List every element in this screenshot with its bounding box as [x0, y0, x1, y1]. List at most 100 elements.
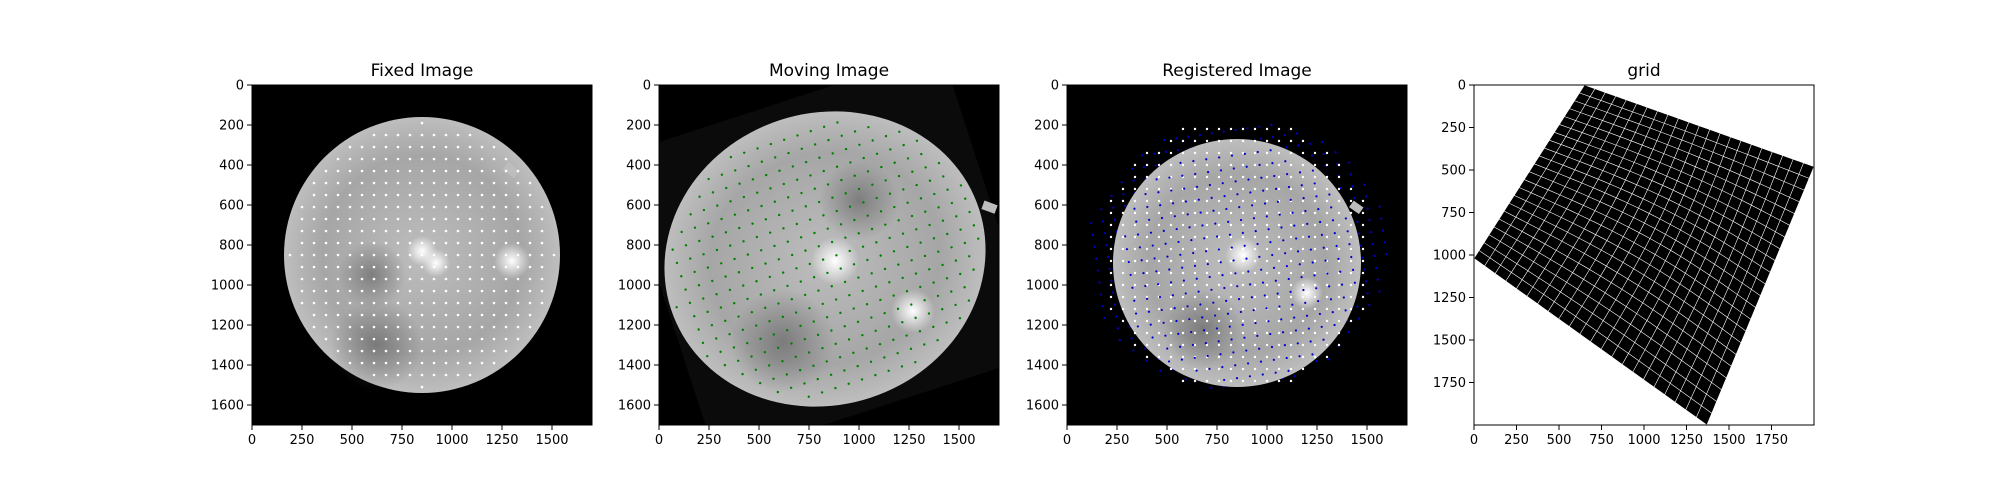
- landmark-dot: [936, 338, 939, 342]
- landmark-dot: [492, 145, 496, 149]
- landmark-dot: [372, 241, 376, 245]
- landmark-dot-fixed: [1289, 295, 1293, 299]
- landmark-dot-fixed: [1253, 223, 1257, 227]
- landmark-dot: [444, 193, 448, 197]
- landmark-dot: [336, 265, 340, 269]
- landmark-dot: [884, 134, 888, 138]
- landmark-dot-moving: [1322, 152, 1325, 156]
- landmark-dot: [750, 355, 753, 358]
- landmark-dot: [288, 253, 292, 257]
- landmark-dot: [312, 181, 316, 185]
- landmark-dot: [861, 245, 865, 248]
- landmark-dot-moving: [1234, 128, 1237, 132]
- landmark-dot-moving: [1197, 290, 1200, 293]
- grid-line: [1664, 151, 1773, 395]
- landmark-dot: [516, 217, 520, 221]
- landmark-dot: [809, 174, 812, 177]
- landmark-dot-fixed: [1253, 379, 1257, 383]
- landmark-dot-moving: [1190, 239, 1193, 242]
- image-area: [659, 85, 999, 425]
- landmark-dot-moving: [1144, 284, 1147, 288]
- landmark-dot: [468, 277, 472, 281]
- landmark-dot-fixed: [1121, 319, 1125, 323]
- landmark-dot: [830, 285, 833, 288]
- landmark-dot: [348, 277, 352, 281]
- landmark-dot: [372, 181, 376, 185]
- landmark-dot: [384, 253, 388, 257]
- y-tick-label: 1000: [618, 279, 651, 294]
- landmark-dot: [706, 310, 709, 314]
- landmark-dot-fixed: [1181, 127, 1185, 131]
- landmark-dot-fixed: [1349, 319, 1353, 323]
- landmark-dot: [444, 133, 448, 137]
- landmark-dot-fixed: [1349, 283, 1353, 287]
- landmark-dot: [853, 174, 856, 177]
- deformation-grid-content: [1474, 85, 1814, 425]
- landmark-dot: [804, 160, 808, 164]
- landmark-dot-fixed: [1157, 247, 1161, 251]
- landmark-dot-fixed: [1325, 355, 1329, 359]
- landmark-dot: [480, 325, 484, 329]
- landmark-dot: [825, 360, 828, 363]
- landmark-dot-moving: [1205, 158, 1208, 161]
- landmark-dot: [964, 197, 967, 200]
- landmark-dot-fixed: [1181, 367, 1185, 371]
- landmark-dot: [977, 237, 980, 240]
- landmark-dot-moving: [1113, 303, 1116, 306]
- landmark-dot: [870, 227, 874, 231]
- landmark-dot-moving: [1201, 316, 1204, 319]
- landmark-dot: [883, 267, 887, 271]
- landmark-dot-moving: [1133, 207, 1136, 210]
- x-tick-label: 250: [697, 433, 722, 448]
- landmark-dot-moving: [1192, 159, 1195, 163]
- landmark-dot-moving: [1293, 316, 1296, 319]
- landmark-dot: [432, 361, 436, 365]
- landmark-dot: [336, 217, 340, 221]
- landmark-dot-moving: [1164, 150, 1168, 153]
- landmark-dot-fixed: [1157, 235, 1161, 239]
- landmark-dot-fixed: [1325, 163, 1329, 167]
- landmark-dot: [889, 148, 892, 151]
- landmark-dot-fixed: [1241, 379, 1245, 383]
- landmark-dot: [763, 350, 767, 354]
- landmark-dot-fixed: [1301, 295, 1305, 299]
- landmark-dot-moving: [1309, 340, 1312, 343]
- landmark-dot: [480, 361, 484, 365]
- landmark-dot-moving: [1297, 144, 1300, 147]
- landmark-dot-fixed: [1145, 271, 1149, 275]
- landmark-dot-fixed: [1265, 379, 1269, 383]
- landmark-dot: [826, 227, 829, 230]
- landmark-dot-moving: [1194, 172, 1197, 176]
- landmark-dot-moving: [1320, 233, 1324, 237]
- landmark-dot-moving: [1175, 137, 1178, 140]
- landmark-dot: [844, 147, 848, 151]
- landmark-dot: [734, 169, 737, 172]
- panel-title: Fixed Image: [371, 61, 474, 81]
- landmark-dot: [432, 253, 436, 257]
- x-tick-label: 500: [1547, 433, 1572, 448]
- landmark-dot: [729, 155, 733, 159]
- landmark-dot-moving: [1263, 294, 1266, 297]
- landmark-dot-fixed: [1193, 379, 1197, 383]
- landmark-dot-moving: [1101, 220, 1105, 223]
- landmark-dot: [769, 142, 773, 146]
- landmark-dot-moving: [1270, 345, 1274, 349]
- landmark-dot-fixed: [1181, 307, 1185, 311]
- landmark-dot: [836, 121, 839, 124]
- landmark-dot: [480, 241, 484, 245]
- landmark-dot-fixed: [1133, 295, 1137, 299]
- landmark-dot: [384, 157, 388, 161]
- landmark-dot: [772, 377, 775, 380]
- landmark-dot: [839, 223, 843, 226]
- landmark-dot-fixed: [1217, 235, 1221, 239]
- landmark-dot-fixed: [1157, 355, 1161, 359]
- landmark-dot-fixed: [1169, 307, 1173, 311]
- landmark-dot: [360, 325, 364, 329]
- bright-spot: [1291, 277, 1323, 309]
- landmark-dot: [861, 333, 864, 337]
- landmark-dot: [869, 360, 873, 364]
- landmark-dot-fixed: [1217, 163, 1221, 167]
- landmark-dot-moving: [1249, 191, 1252, 194]
- landmark-dot: [444, 145, 448, 149]
- landmark-dot: [408, 277, 412, 281]
